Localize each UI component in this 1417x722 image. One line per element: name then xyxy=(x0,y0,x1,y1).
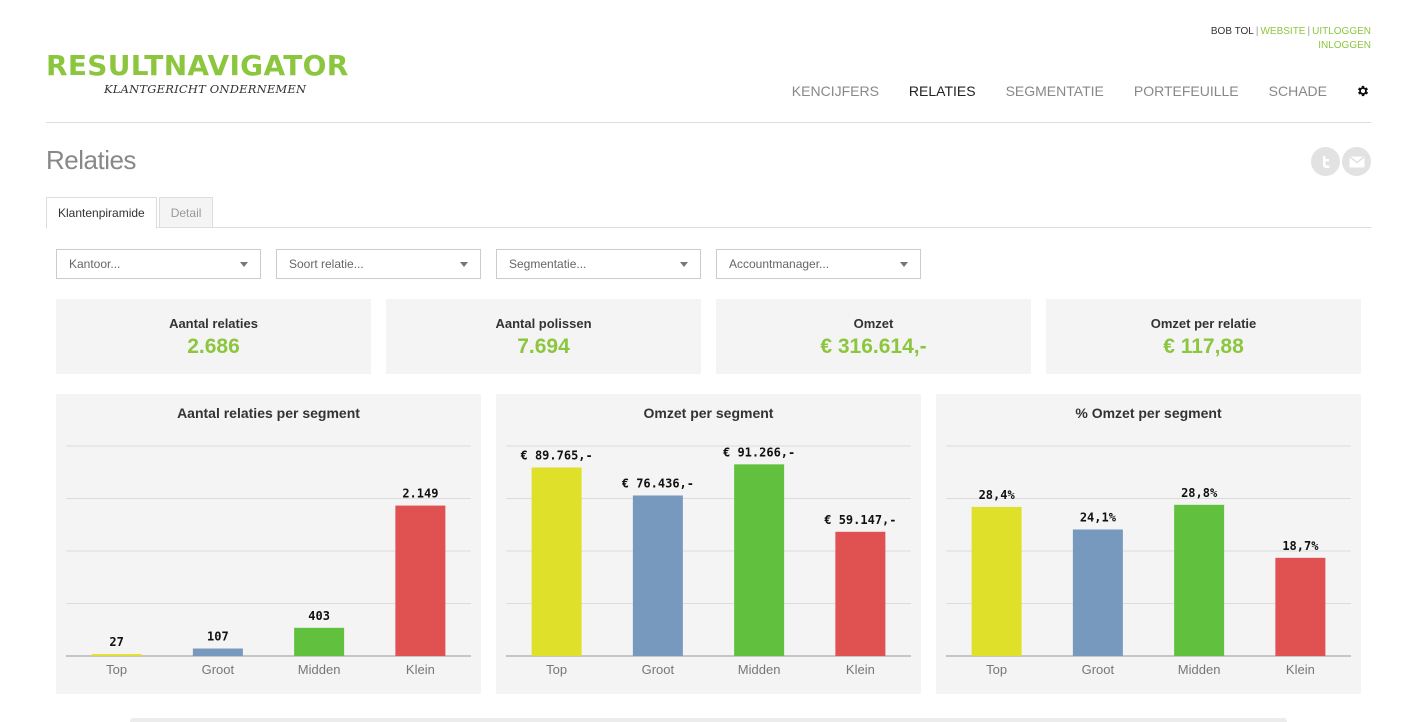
x-tick-label: Klein xyxy=(1286,662,1315,677)
x-tick-label: Groot xyxy=(202,662,235,677)
data-label: 107 xyxy=(207,630,229,644)
kpi-label: Aantal relaties xyxy=(169,316,258,331)
tab-detail[interactable]: Detail xyxy=(158,197,214,228)
nav-item-segmentatie[interactable]: SEGMENTATIE xyxy=(1005,83,1104,99)
chevron-down-icon xyxy=(680,261,688,267)
logo[interactable]: RESULTNAVIGATOR KLANTGERICHT ONDERNEMEN xyxy=(46,49,349,97)
data-label: 2.149 xyxy=(402,487,438,501)
bar-groot[interactable] xyxy=(192,648,243,656)
data-label: 27 xyxy=(109,635,123,649)
logout-link[interactable]: UITLOGGEN xyxy=(1312,26,1371,37)
segmentatie-select[interactable]: Segmentatie... xyxy=(496,249,701,279)
x-tick-label: Groot xyxy=(642,662,675,677)
bar-chart: 28,4% Top 24,1% Groot 28,8% Midden 18,7% Klein xyxy=(946,445,1351,677)
soort-relatie-select[interactable]: Soort relatie... xyxy=(276,249,481,279)
nav-item-portefeuille[interactable]: PORTEFEUILLE xyxy=(1133,83,1239,99)
footer-shadow xyxy=(130,718,1287,722)
kpi-label: Omzet per relatie xyxy=(1150,316,1257,331)
tab-bar: Klantenpiramide Detail xyxy=(46,197,215,229)
kpi-row: Aantal relaties 2.686 Aantal polissen 7.… xyxy=(56,299,1361,374)
data-label: € 91.266,- xyxy=(723,445,795,459)
data-label: 403 xyxy=(308,609,330,623)
x-tick-label: Top xyxy=(106,662,127,677)
chart-title: Aantal relaties per segment xyxy=(177,405,360,421)
bar-midden[interactable] xyxy=(294,627,345,656)
bar-top[interactable] xyxy=(971,506,1022,656)
website-link[interactable]: WEBSITE xyxy=(1260,26,1306,37)
logo-tagline: KLANTGERICHT ONDERNEMEN xyxy=(104,82,307,96)
data-label: € 89.765,- xyxy=(521,448,593,462)
data-label: 18,7% xyxy=(1282,539,1319,553)
data-label: 28,8% xyxy=(1181,486,1218,500)
logo-text: RESULTNAVIGATOR xyxy=(46,49,349,82)
gear-icon[interactable] xyxy=(1355,83,1371,99)
twitter-icon[interactable] xyxy=(1311,147,1340,176)
bar-klein[interactable] xyxy=(835,531,886,656)
bar-top[interactable] xyxy=(91,654,142,656)
kpi-value: € 316.614,- xyxy=(820,335,927,358)
chevron-down-icon xyxy=(900,261,908,267)
x-tick-label: Midden xyxy=(1178,662,1221,677)
page-title: Relaties xyxy=(46,145,136,175)
kpi-value: 7.694 xyxy=(517,335,570,358)
data-label: 24,1% xyxy=(1080,510,1117,524)
bar-midden[interactable] xyxy=(1174,504,1225,656)
bar-chart: 27 Top 107 Groot 403 Midden 2.149 Klein xyxy=(66,445,471,677)
chevron-down-icon xyxy=(460,261,468,267)
segmentatie-select-value: Segmentatie... xyxy=(509,257,587,271)
data-label: € 59.147,- xyxy=(824,513,896,527)
kpi-omzet-per-relatie: Omzet per relatie € 117,88 xyxy=(1046,299,1361,374)
email-icon[interactable] xyxy=(1342,147,1371,176)
bar-groot[interactable] xyxy=(1072,529,1123,656)
x-tick-label: Top xyxy=(986,662,1007,677)
x-tick-label: Midden xyxy=(738,662,781,677)
x-tick-label: Midden xyxy=(298,662,341,677)
bar-chart: € 89.765,- Top € 76.436,- Groot € 91.266,- Mi… xyxy=(506,445,911,677)
chart-title: Omzet per segment xyxy=(643,405,774,421)
main-nav: KENCIJFERS RELATIES SEGMENTATIE PORTEFEU… xyxy=(762,82,1371,100)
kpi-aantal-polissen: Aantal polissen 7.694 xyxy=(386,299,701,374)
kpi-aantal-relaties: Aantal relaties 2.686 xyxy=(56,299,371,374)
chart-title: % Omzet per segment xyxy=(1075,405,1222,421)
share-buttons xyxy=(1311,147,1371,176)
tab-divider xyxy=(46,227,1371,228)
user-bar: BOB TOL | WEBSITE | UITLOGGEN INLOGGEN xyxy=(1210,26,1371,51)
bar-groot[interactable] xyxy=(632,495,683,656)
x-tick-label: Klein xyxy=(406,662,435,677)
user-name: BOB TOL xyxy=(1210,26,1254,37)
login-link[interactable]: INLOGGEN xyxy=(1318,40,1371,51)
chevron-down-icon xyxy=(240,261,248,267)
chart-omzet-per-segment: Omzet per segment € 89.765,- Top € 76.436,… xyxy=(496,394,921,694)
kantoor-select[interactable]: Kantoor... xyxy=(56,249,261,279)
x-tick-label: Groot xyxy=(1082,662,1115,677)
nav-item-kencijfers[interactable]: KENCIJFERS xyxy=(791,83,879,99)
bar-klein[interactable] xyxy=(1275,557,1326,656)
x-tick-label: Top xyxy=(546,662,567,677)
data-label: 28,4% xyxy=(979,488,1016,502)
bar-top[interactable] xyxy=(531,467,582,656)
data-label: € 76.436,- xyxy=(622,476,694,490)
chart-pct-omzet-per-segment: % Omzet per segment 28,4% Top 24,1% Groot 28… xyxy=(936,394,1361,694)
chart-row: Aantal relaties per segment 27 Top 107 Groo… xyxy=(56,394,1361,694)
bar-klein[interactable] xyxy=(395,505,446,656)
accountmanager-select[interactable]: Accountmanager... xyxy=(716,249,921,279)
soort-relatie-select-value: Soort relatie... xyxy=(289,257,364,271)
tab-klantenpiramide[interactable]: Klantenpiramide xyxy=(46,197,157,229)
header-divider xyxy=(46,122,1371,123)
filter-bar: Kantoor... Soort relatie... Segmentatie.… xyxy=(56,249,921,279)
bar-midden[interactable] xyxy=(734,464,785,656)
kantoor-select-value: Kantoor... xyxy=(69,257,121,271)
nav-item-schade[interactable]: SCHADE xyxy=(1268,83,1327,99)
accountmanager-select-value: Accountmanager... xyxy=(729,257,830,271)
kpi-value: € 117,88 xyxy=(1163,335,1244,358)
nav-item-relaties[interactable]: RELATIES xyxy=(908,83,976,99)
kpi-value: 2.686 xyxy=(187,335,240,358)
chart-relaties-per-segment: Aantal relaties per segment 27 Top 107 Groo… xyxy=(56,394,481,694)
kpi-label: Aantal polissen xyxy=(495,316,592,331)
x-tick-label: Klein xyxy=(846,662,875,677)
kpi-omzet: Omzet € 316.614,- xyxy=(716,299,1031,374)
kpi-label: Omzet xyxy=(853,316,894,331)
